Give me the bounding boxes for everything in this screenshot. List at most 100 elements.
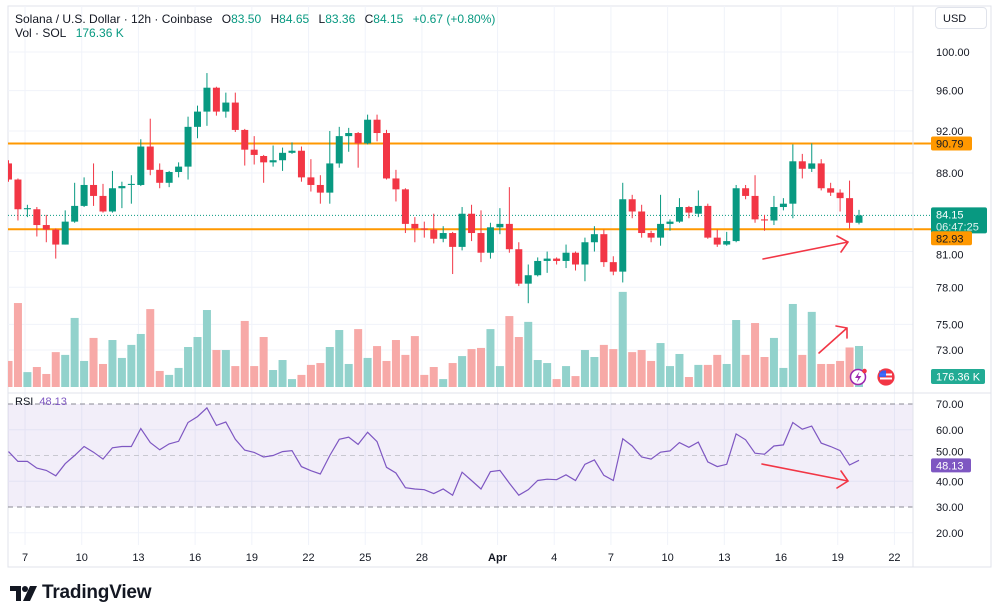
volume-bar: [684, 377, 693, 387]
candle-body: [156, 169, 164, 183]
volume-bar: [590, 357, 599, 387]
candle: [411, 217, 419, 243]
candle: [71, 182, 79, 223]
candle-body: [430, 229, 438, 239]
candle-body: [335, 136, 343, 164]
candle: [146, 118, 154, 176]
volume-bar: [495, 366, 504, 387]
volume-bar: [410, 336, 419, 387]
time-tick-label: 13: [718, 552, 730, 564]
time-tick-label: 10: [76, 552, 88, 564]
candle-body: [250, 149, 258, 155]
volume-bar: [562, 366, 571, 387]
rsi-trend-arrow[interactable]: [761, 463, 850, 489]
candle-body: [496, 223, 504, 228]
candle: [562, 244, 570, 269]
tradingview-logo[interactable]: TradingView: [10, 582, 152, 604]
time-tick-label: Apr: [488, 552, 508, 564]
candle-body: [638, 211, 646, 234]
candle-body: [836, 192, 844, 199]
candle-body: [231, 102, 239, 130]
volume-legend[interactable]: Vol · SOL 176.36 K: [15, 26, 124, 40]
candle: [543, 251, 551, 273]
candle-body: [288, 150, 296, 153]
volume-bar: [855, 345, 863, 387]
volume-bar: [174, 367, 183, 387]
candle: [827, 182, 835, 196]
candle-body: [194, 111, 201, 127]
lightning-icon[interactable]: [849, 368, 867, 386]
candle: [855, 209, 863, 225]
current-price-label: 84.15: [936, 209, 964, 221]
rsi-current-label: 48.13: [936, 460, 964, 472]
symbol-legend[interactable]: Solana / U.S. Dollar · 12h · Coinbase O8…: [15, 12, 495, 26]
candle: [723, 231, 731, 246]
us-flag-icon[interactable]: [877, 368, 895, 386]
candle-body: [364, 119, 372, 144]
candle-body: [165, 171, 173, 183]
volume-bar: [703, 364, 712, 387]
candle-body: [628, 199, 636, 212]
annotation-arrows[interactable]: [761, 235, 850, 489]
candle: [184, 116, 192, 180]
volume-trend-arrow[interactable]: [818, 325, 848, 354]
rsi-tick-label: 60.00: [936, 425, 964, 437]
candle-body: [8, 163, 12, 180]
volume-bar: [32, 367, 41, 387]
level-label: 90.79: [936, 139, 964, 151]
volume-bar: [543, 363, 552, 387]
candle: [647, 230, 655, 243]
candle-body: [241, 129, 249, 150]
candle-body: [798, 161, 806, 169]
rsi-axis[interactable]: 70.00 60.00 50.00 40.00 30.00 20.00: [936, 399, 964, 540]
volume-bar: [448, 363, 457, 387]
candle-body: [505, 223, 513, 250]
candle: [458, 207, 466, 251]
candle: [8, 160, 12, 182]
candle-body: [33, 209, 41, 226]
candle: [515, 242, 523, 287]
logo-text: TradingView: [42, 582, 152, 603]
candle: [420, 221, 428, 238]
currency-button[interactable]: USD: [935, 7, 987, 29]
symbol-title[interactable]: Solana / U.S. Dollar · 12h · Coinbase: [15, 12, 213, 26]
candle-body: [14, 179, 22, 210]
rsi-line: [8, 406, 860, 497]
volume-bar: [694, 364, 703, 387]
candle-body: [269, 160, 277, 163]
volume-bar: [155, 370, 164, 387]
volume-bar: [42, 373, 51, 387]
candle-body: [411, 223, 419, 229]
volume-series: [8, 291, 863, 387]
time-tick-label: 16: [189, 552, 201, 564]
candle: [52, 228, 60, 259]
price-trend-arrow[interactable]: [762, 235, 850, 260]
candle: [789, 144, 797, 219]
candle: [742, 184, 750, 200]
close-label: C: [364, 12, 374, 26]
volume-bar: [391, 340, 400, 387]
candle-body: [439, 233, 447, 239]
price-axis[interactable]: 100.00 96.00 92.00 88.00 81.00 78.00 75.00 73.0…: [936, 47, 970, 357]
candlestick-series: [8, 73, 863, 304]
volume-bar: [533, 360, 542, 387]
volume-bar: [221, 350, 230, 387]
volume-bar: [477, 347, 485, 387]
volume-bar: [552, 379, 561, 387]
rsi-legend[interactable]: RSI 48.13: [15, 396, 67, 408]
candle: [675, 198, 683, 223]
open-value: 83.50: [231, 12, 262, 26]
time-axis[interactable]: 7 10 13 16 19 22 25 28 Apr 4 7 10 13 16 19 22: [22, 552, 901, 564]
rsi-badge: [931, 458, 971, 473]
candle: [156, 163, 164, 189]
price-tick-label: 100.00: [936, 47, 970, 59]
time-tick-label: 19: [246, 552, 258, 564]
volume-bar: [354, 329, 363, 387]
candle: [449, 231, 457, 275]
candle: [657, 194, 665, 246]
low-label: L: [318, 12, 326, 26]
volume-bar: [325, 347, 334, 387]
volume-bar: [467, 349, 476, 387]
